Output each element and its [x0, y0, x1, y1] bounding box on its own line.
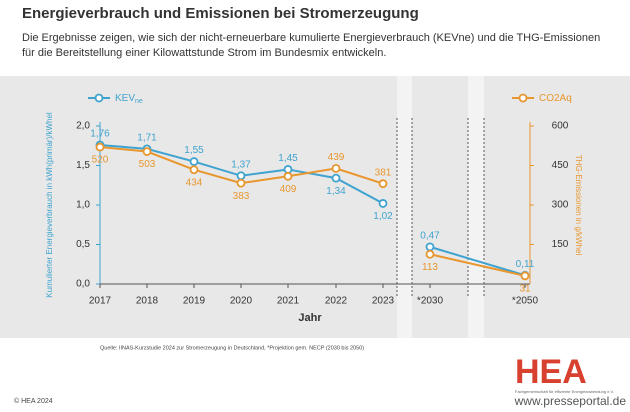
point: [236, 178, 246, 188]
watermark: www.presseportal.de: [514, 394, 627, 408]
x-tick-label: 2022: [325, 296, 348, 307]
x-tick-label: 2017: [89, 296, 112, 307]
legend-marker: [94, 93, 104, 103]
x-axis-label: Jahr: [298, 312, 322, 324]
x-tick-label: *2030: [417, 296, 444, 307]
gap: [468, 76, 484, 338]
point: [425, 249, 435, 259]
data-label: 439: [328, 152, 345, 163]
y2-tick-label: 300: [552, 200, 569, 211]
point: [378, 179, 388, 189]
x-tick-label: 2018: [136, 296, 159, 307]
data-label: 409: [280, 184, 297, 195]
y-axis-label: Kumulierter Energieverbrauch in kWh(prim…: [45, 112, 54, 298]
data-label: 1,34: [326, 186, 346, 197]
x-tick-label: 2021: [277, 296, 300, 307]
y-tick-label: 0,0: [76, 279, 90, 290]
subtitle: für die Bereitstellung einer Kilowattstu…: [22, 47, 386, 59]
series-line: [429, 253, 526, 277]
data-label: 1,37: [231, 159, 251, 170]
point: [425, 242, 435, 252]
subtitle: Die Ergebnisse zeigen, wie sich der nich…: [22, 32, 600, 44]
separators: [396, 118, 485, 296]
series-line: [429, 245, 526, 277]
point: [331, 173, 341, 183]
y-tick-label: 1,5: [76, 160, 90, 171]
data-label: 1,71: [137, 133, 157, 144]
legend-subscript: ne: [135, 98, 143, 105]
legend-label: KEVne: [115, 93, 143, 105]
data-label: 383: [233, 191, 250, 202]
data-label: 0,11: [516, 259, 535, 270]
legend-label: CO2Aq: [539, 93, 572, 104]
point: [378, 199, 388, 208]
source: Quelle: IINAS-Kurzstudie 2024 zur Strome…: [100, 345, 364, 351]
legend-marker: [518, 93, 528, 103]
data-label: 0,47: [420, 231, 440, 242]
point: [331, 163, 341, 173]
copyright: © HEA 2024: [14, 397, 53, 405]
x-tick-label: *2050: [512, 296, 539, 307]
data-label: 503: [139, 159, 156, 170]
y-tick-label: 0,5: [76, 239, 90, 250]
data-label: 1,55: [184, 145, 204, 156]
data-label: 1,76: [90, 129, 110, 140]
panel-bg: [0, 76, 630, 338]
point: [95, 142, 105, 152]
y2-axis-label: THG-Emissionen in g/kWhel: [574, 155, 583, 256]
y2-tick-label: 450: [552, 160, 569, 171]
logo: HEA: [515, 353, 587, 391]
point: [520, 271, 530, 281]
legend-name: CO2Aq: [539, 93, 572, 104]
legend-name: KEV: [115, 93, 135, 104]
data-label: 381: [375, 167, 392, 178]
data-label: 113: [422, 262, 438, 273]
logo-subtitle: Fachgemeinschaft für effiziente Energiea…: [515, 389, 614, 394]
point: [189, 157, 199, 166]
data-label: 31: [519, 283, 531, 294]
y-tick-label: 2,0: [76, 121, 90, 132]
data-label: 520: [92, 155, 109, 166]
y2-tick-label: 150: [552, 239, 569, 250]
y-tick-label: 1,0: [76, 200, 90, 211]
gap: [397, 76, 412, 338]
data-label: 434: [186, 177, 203, 188]
data-label: 1,45: [278, 153, 298, 164]
x-tick-label: 2019: [183, 296, 206, 307]
x-tick-label: 2020: [230, 296, 253, 307]
point: [236, 171, 246, 181]
y2-tick-label: 600: [552, 121, 569, 132]
data-label: 1,02: [373, 211, 393, 222]
point: [189, 165, 199, 175]
point: [283, 171, 293, 181]
chart-title: Energieverbrauch und Emissionen bei Stro…: [22, 5, 419, 22]
point: [142, 147, 152, 156]
x-tick-label: 2023: [372, 296, 395, 307]
